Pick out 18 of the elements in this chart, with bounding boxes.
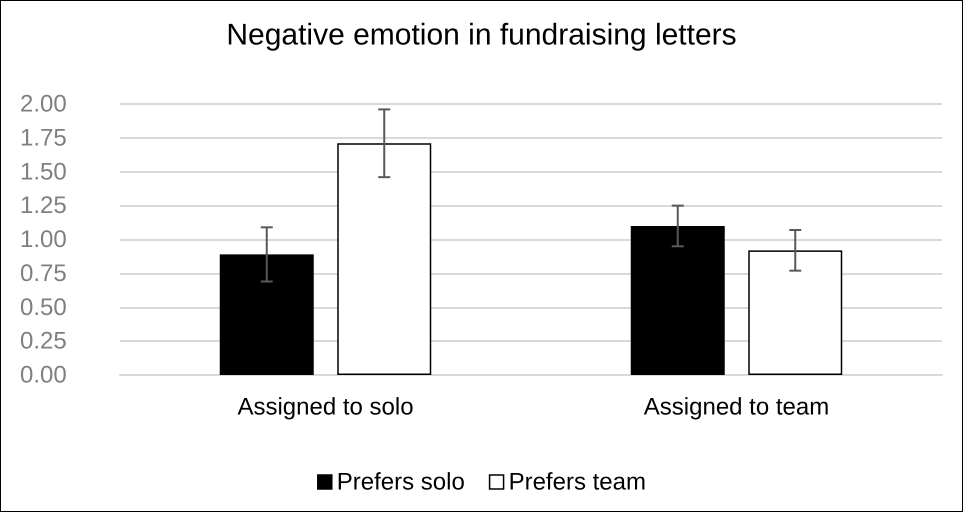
y-tick-label: 2.00 xyxy=(20,90,67,118)
y-tick-label: 0.50 xyxy=(20,294,67,321)
x-tick-label: Assigned to team xyxy=(644,394,830,420)
chart-title: Negative emotion in fundraising letters xyxy=(226,18,737,52)
bar xyxy=(630,226,725,375)
y-tick-label: 0.25 xyxy=(20,328,67,355)
bar xyxy=(220,254,314,375)
bar xyxy=(748,250,842,375)
y-tick-label: 1.50 xyxy=(20,158,67,186)
bar xyxy=(337,143,432,375)
legend-label: Prefers team xyxy=(508,468,646,496)
y-tick-label: 1.00 xyxy=(20,226,67,253)
x-tick-label: Assigned to solo xyxy=(237,394,414,420)
y-tick-label: 0.75 xyxy=(20,260,67,287)
legend-label: Prefers solo xyxy=(336,468,465,496)
y-tick-label: 1.75 xyxy=(20,124,67,152)
y-tick-label: 1.25 xyxy=(20,192,67,220)
y-tick-label: 0.00 xyxy=(20,362,67,388)
